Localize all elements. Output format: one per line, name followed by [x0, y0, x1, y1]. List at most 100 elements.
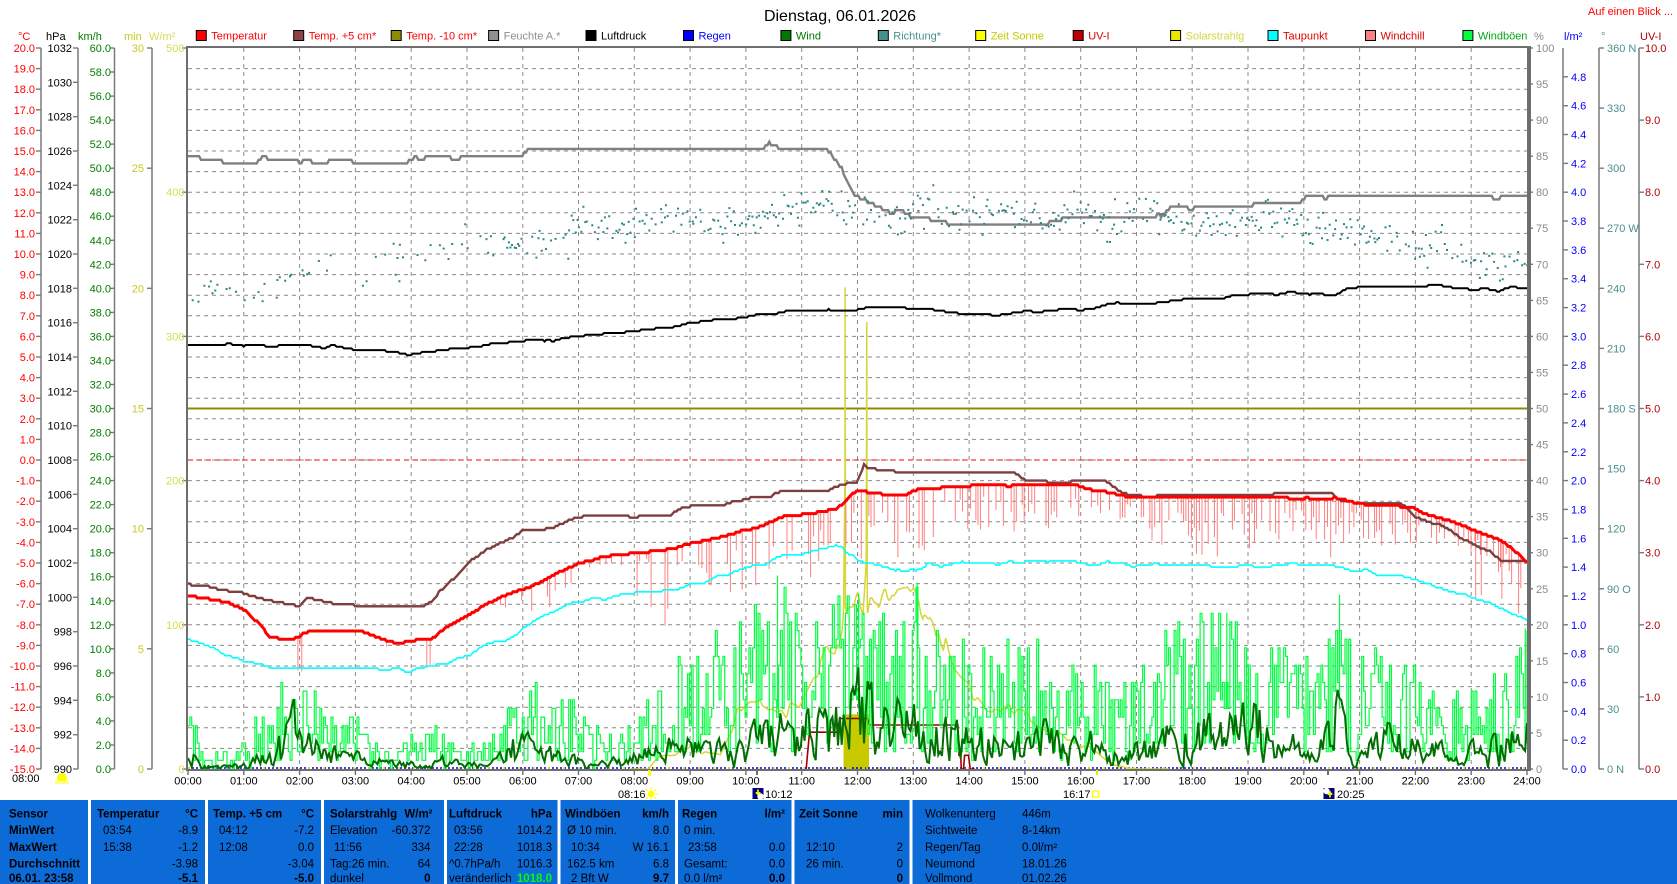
svg-text:994: 994 [54, 695, 72, 707]
svg-text:4.4: 4.4 [1571, 130, 1586, 142]
svg-text:10:12: 10:12 [765, 789, 793, 801]
svg-text:6.0: 6.0 [20, 331, 35, 343]
svg-text:18.01.26: 18.01.26 [1022, 859, 1067, 871]
svg-text:75: 75 [1536, 223, 1548, 235]
svg-text:-8.9: -8.9 [178, 825, 198, 837]
svg-text:32.0: 32.0 [90, 380, 111, 392]
svg-text:08:00: 08:00 [12, 773, 40, 785]
svg-text:3.0: 3.0 [20, 393, 35, 405]
svg-text:Vollmond: Vollmond [925, 873, 972, 884]
svg-text:1028: 1028 [48, 112, 72, 124]
svg-text:-1.0: -1.0 [16, 476, 35, 488]
svg-text:90: 90 [1536, 115, 1548, 127]
svg-text:-5.1: -5.1 [178, 873, 198, 884]
svg-text:6.8: 6.8 [653, 859, 669, 871]
svg-text:MaxWert: MaxWert [9, 842, 57, 854]
svg-text:11.0: 11.0 [14, 228, 35, 240]
svg-text:veränderlich: veränderlich [449, 873, 512, 884]
svg-text:0 min.: 0 min. [684, 825, 715, 837]
svg-text:0.8: 0.8 [1571, 649, 1586, 661]
svg-text:11:56: 11:56 [334, 842, 362, 854]
svg-text:52.0: 52.0 [90, 139, 111, 151]
svg-text:0: 0 [897, 873, 903, 884]
svg-text:18.0: 18.0 [90, 548, 111, 560]
svg-text:1.0: 1.0 [20, 434, 35, 446]
svg-text:90 O: 90 O [1607, 584, 1631, 596]
svg-text:20.0: 20.0 [90, 524, 111, 536]
svg-text:0: 0 [178, 764, 184, 776]
svg-text:334: 334 [411, 842, 431, 854]
svg-text:0.0l/m²: 0.0l/m² [1022, 842, 1057, 854]
svg-text:UV-I: UV-I [1640, 31, 1661, 43]
svg-text:80: 80 [1536, 187, 1548, 199]
svg-text:16.0: 16.0 [14, 125, 35, 137]
svg-text:%: % [1534, 31, 1544, 43]
svg-text:10:00: 10:00 [732, 776, 760, 788]
svg-text:Temp. +5 cm: Temp. +5 cm [213, 809, 282, 821]
svg-text:07:00: 07:00 [565, 776, 593, 788]
svg-text:-9.0: -9.0 [16, 640, 35, 652]
svg-text:0.0: 0.0 [1571, 764, 1586, 776]
svg-text:Temperatur: Temperatur [211, 31, 267, 43]
svg-text:18:00: 18:00 [1178, 776, 1206, 788]
svg-text:16.0: 16.0 [90, 572, 111, 584]
svg-text:Richtung*: Richtung* [893, 31, 941, 43]
svg-text:25: 25 [1536, 584, 1548, 596]
svg-text:15:38: 15:38 [103, 842, 132, 854]
svg-text:0.4: 0.4 [1571, 706, 1586, 718]
svg-text:Feuchte A.*: Feuchte A.* [504, 31, 562, 43]
svg-text:180 S: 180 S [1607, 404, 1636, 416]
svg-text:12.0: 12.0 [14, 208, 35, 220]
svg-text:08:00: 08:00 [621, 776, 649, 788]
svg-text:-10.0: -10.0 [10, 661, 35, 673]
svg-text:18.0: 18.0 [14, 84, 35, 96]
svg-text:-8.0: -8.0 [16, 620, 35, 632]
svg-text:l/m²: l/m² [765, 809, 786, 821]
svg-text:60.0: 60.0 [90, 43, 111, 55]
svg-text:9.0: 9.0 [1645, 115, 1660, 127]
svg-text:01.02.26: 01.02.26 [1022, 873, 1067, 884]
svg-text:Regen: Regen [699, 31, 731, 43]
svg-text:54.0: 54.0 [90, 115, 111, 127]
svg-text:0: 0 [897, 859, 903, 871]
svg-text:2.0: 2.0 [20, 414, 35, 426]
svg-text:10.0: 10.0 [90, 644, 111, 656]
svg-text:04:00: 04:00 [397, 776, 425, 788]
svg-text:4.0: 4.0 [20, 373, 35, 385]
svg-text:9.7: 9.7 [653, 873, 669, 884]
svg-text:3.6: 3.6 [1571, 245, 1586, 257]
svg-text:°: ° [1601, 31, 1605, 43]
svg-text:0: 0 [138, 764, 144, 776]
svg-text:210: 210 [1607, 343, 1625, 355]
svg-text:Neumond: Neumond [925, 859, 975, 871]
svg-text:1014.2: 1014.2 [517, 825, 552, 837]
svg-text:996: 996 [54, 661, 72, 673]
svg-text:17:00: 17:00 [1123, 776, 1151, 788]
svg-text:Wind: Wind [796, 31, 821, 43]
svg-text:12.0: 12.0 [90, 620, 111, 632]
svg-text:3.4: 3.4 [1571, 274, 1586, 286]
svg-text:1016.3: 1016.3 [517, 859, 552, 871]
svg-text:30: 30 [1536, 548, 1548, 560]
svg-text:100: 100 [166, 620, 184, 632]
svg-text:200: 200 [166, 476, 184, 488]
svg-text:°C: °C [301, 809, 314, 821]
svg-text:13:00: 13:00 [900, 776, 928, 788]
svg-text:-11.0: -11.0 [11, 682, 35, 694]
svg-text:-3.04: -3.04 [288, 859, 315, 871]
svg-text:-5.0: -5.0 [294, 873, 314, 884]
svg-text:4.0: 4.0 [1571, 187, 1586, 199]
svg-text:0.0: 0.0 [20, 455, 35, 467]
svg-text:14.0: 14.0 [90, 596, 111, 608]
svg-text:26.0: 26.0 [90, 452, 111, 464]
svg-text:hPa: hPa [531, 809, 553, 821]
svg-text:300: 300 [1607, 163, 1625, 175]
svg-text:6.0: 6.0 [1645, 331, 1660, 343]
svg-text:Dienstag, 06.01.2026: Dienstag, 06.01.2026 [764, 8, 916, 25]
svg-text:16:17: 16:17 [1063, 789, 1091, 801]
svg-text:28.0: 28.0 [90, 428, 111, 440]
svg-text:Luftdruck: Luftdruck [601, 31, 647, 43]
svg-text:1.2: 1.2 [1571, 591, 1586, 603]
svg-text:06.01. 23:58: 06.01. 23:58 [9, 873, 74, 884]
svg-text:4.8: 4.8 [1571, 72, 1586, 84]
